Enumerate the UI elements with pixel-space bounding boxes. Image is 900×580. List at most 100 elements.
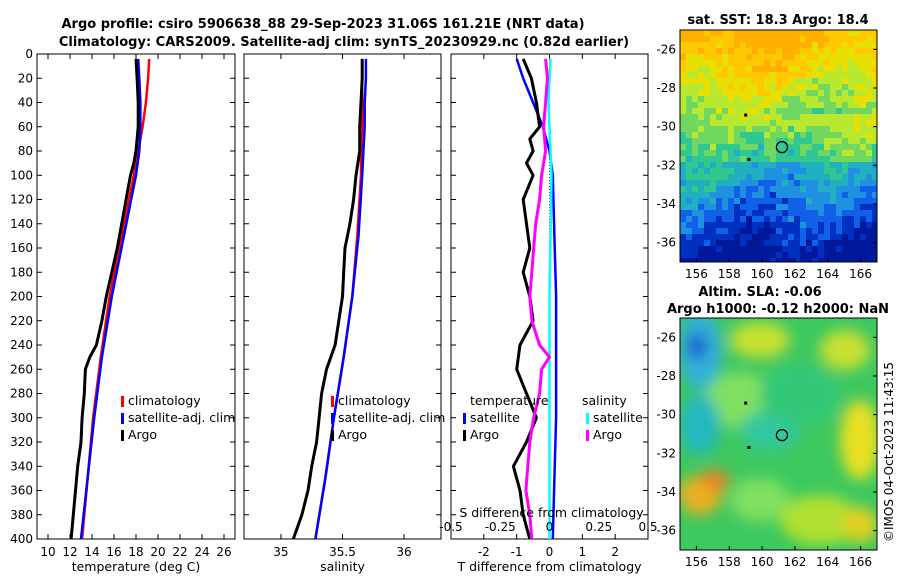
series-line-satellite-adj-clim <box>79 58 142 540</box>
sst-pixel <box>686 252 692 258</box>
map-x-tick-label: 160 <box>751 267 774 281</box>
sst-pixel <box>872 228 877 234</box>
sst-pixel <box>842 78 848 84</box>
sst-pixel <box>812 96 818 102</box>
sst-pixel <box>788 162 794 168</box>
sst-pixel <box>704 174 710 180</box>
sst-pixel <box>812 210 818 216</box>
sst-pixel <box>812 252 818 258</box>
sst-pixel <box>806 180 812 186</box>
sst-pixel <box>794 120 800 126</box>
sst-pixel <box>734 252 740 258</box>
sst-pixel <box>722 192 728 198</box>
sst-pixel <box>848 234 854 240</box>
sst-pixel <box>812 180 818 186</box>
sst-pixel <box>788 96 794 102</box>
sst-pixel <box>842 222 848 228</box>
map-x-tick-label: 164 <box>816 267 839 281</box>
sst-pixel <box>740 210 746 216</box>
sst-pixel <box>818 96 824 102</box>
sst-pixel <box>710 210 716 216</box>
sst-pixel <box>692 60 698 66</box>
sst-pixel <box>746 198 752 204</box>
sst-pixel <box>710 48 716 54</box>
sst-pixel <box>698 30 704 36</box>
sst-pixel <box>788 246 794 252</box>
sst-pixel <box>698 90 704 96</box>
sst-pixel <box>728 36 734 42</box>
sst-pixel <box>812 102 818 108</box>
sst-pixel <box>686 228 692 234</box>
sst-pixel <box>734 60 740 66</box>
sst-pixel <box>728 30 734 36</box>
sst-pixel <box>818 234 824 240</box>
sst-pixel <box>734 186 740 192</box>
sst-pixel <box>728 216 734 222</box>
sst-pixel <box>680 252 686 258</box>
sst-pixel <box>806 162 812 168</box>
sst-pixel <box>824 96 830 102</box>
sst-pixel <box>860 78 866 84</box>
sst-pixel <box>812 30 818 36</box>
legend-temperature-title: temperature <box>470 393 549 408</box>
sst-pixel <box>680 186 686 192</box>
sst-pixel <box>872 222 877 228</box>
sst-pixel <box>716 54 722 60</box>
sst-pixel <box>854 102 860 108</box>
sst-pixel <box>758 204 764 210</box>
sst-pixel <box>866 198 872 204</box>
sst-pixel <box>812 198 818 204</box>
sst-pixel <box>740 168 746 174</box>
sst-pixel <box>830 132 836 138</box>
sst-pixel <box>788 192 794 198</box>
sst-pixel <box>788 216 794 222</box>
sst-pixel <box>860 192 866 198</box>
sst-pixel <box>872 156 877 162</box>
sst-pixel <box>788 108 794 114</box>
sst-pixel <box>698 114 704 120</box>
sst-pixel <box>830 108 836 114</box>
sst-pixel <box>770 198 776 204</box>
sst-pixel <box>710 156 716 162</box>
sst-pixel <box>758 114 764 120</box>
sst-pixel <box>680 258 686 262</box>
sst-pixel <box>836 84 842 90</box>
sst-pixel <box>716 96 722 102</box>
sst-pixel <box>746 192 752 198</box>
sst-pixel <box>836 156 842 162</box>
sst-pixel <box>818 228 824 234</box>
sst-pixel <box>710 246 716 252</box>
sst-pixel <box>680 132 686 138</box>
x-tick-label: 16 <box>106 545 121 559</box>
sst-pixel <box>812 168 818 174</box>
sst-pixel <box>866 144 872 150</box>
sst-pixel <box>728 48 734 54</box>
sst-pixel <box>752 42 758 48</box>
sst-pixel <box>818 78 824 84</box>
sst-pixel <box>800 138 806 144</box>
sst-pixel <box>866 150 872 156</box>
sst-pixel <box>818 42 824 48</box>
sst-pixel <box>800 36 806 42</box>
sst-pixel <box>686 114 692 120</box>
sst-pixel <box>770 126 776 132</box>
sst-pixel <box>764 156 770 162</box>
sst-pixel <box>830 30 836 36</box>
sst-pixel <box>824 30 830 36</box>
sst-pixel <box>758 186 764 192</box>
sst-pixel <box>710 144 716 150</box>
sst-pixel <box>680 210 686 216</box>
sst-pixel <box>758 132 764 138</box>
sst-pixel <box>722 228 728 234</box>
sst-pixel <box>848 168 854 174</box>
sst-pixel <box>836 36 842 42</box>
sst-pixel <box>776 138 782 144</box>
sst-pixel <box>704 96 710 102</box>
sst-pixel <box>848 156 854 162</box>
sst-pixel <box>758 228 764 234</box>
sst-pixel <box>704 54 710 60</box>
map-y-tick-label: -26 <box>656 42 676 56</box>
sst-pixel <box>824 60 830 66</box>
sst-pixel <box>830 192 836 198</box>
legend-s-argo-label: Argo <box>593 427 622 442</box>
